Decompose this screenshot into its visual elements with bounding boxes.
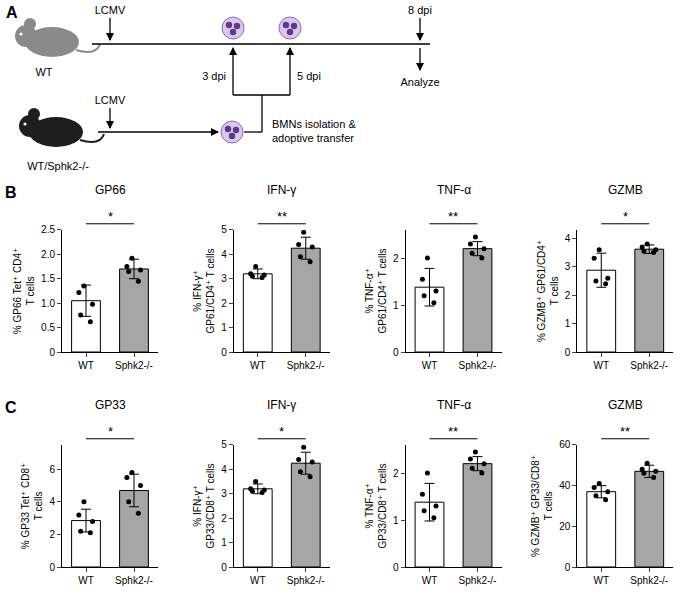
svg-text:WT: WT (35, 66, 52, 78)
svg-text:2.5: 2.5 (41, 224, 55, 235)
svg-text:% GZMB⁺ GP61/CD4⁺T cells: % GZMB⁺ GP61/CD4⁺T cells (536, 240, 560, 342)
svg-text:TNF-α: TNF-α (437, 183, 471, 197)
svg-text:Sphk2-/-: Sphk2-/- (115, 360, 153, 371)
svg-text:4: 4 (221, 464, 227, 475)
svg-text:% GP33 Tet⁺ CD8⁺T cells: % GP33 Tet⁺ CD8⁺T cells (20, 463, 44, 550)
svg-text:*: * (108, 424, 113, 439)
svg-text:1.5: 1.5 (41, 273, 55, 284)
svg-text:WT: WT (250, 575, 266, 586)
svg-text:5 dpi: 5 dpi (297, 70, 321, 82)
svg-text:Sphk2-/-: Sphk2-/- (287, 575, 325, 586)
svg-text:Sphk2-/-: Sphk2-/- (630, 360, 668, 371)
svg-text:WT: WT (593, 360, 609, 371)
svg-text:**: ** (448, 209, 458, 224)
svg-text:TNF-α: TNF-α (437, 398, 471, 412)
svg-text:*: * (279, 424, 284, 439)
svg-text:BMNs isolation &: BMNs isolation & (272, 118, 356, 130)
svg-text:% TNF-α⁺GP61/CD4⁺ T cells: % TNF-α⁺GP61/CD4⁺ T cells (364, 248, 388, 333)
svg-text:40: 40 (559, 480, 571, 491)
svg-text:A: A (6, 4, 18, 21)
svg-text:0.5: 0.5 (41, 322, 55, 333)
svg-text:**: ** (448, 424, 458, 439)
svg-text:**: ** (620, 424, 630, 439)
svg-text:*: * (108, 209, 113, 224)
svg-text:60: 60 (559, 439, 571, 450)
svg-text:4: 4 (49, 496, 55, 507)
svg-text:5: 5 (221, 439, 227, 450)
svg-text:2: 2 (565, 290, 571, 301)
svg-text:3: 3 (221, 488, 227, 499)
svg-text:0: 0 (565, 347, 571, 358)
svg-text:*: * (623, 209, 628, 224)
svg-text:GZMB: GZMB (608, 398, 643, 412)
svg-text:5: 5 (221, 224, 227, 235)
svg-text:% IFN-γ⁺GP61/CD4⁺ T cells: % IFN-γ⁺GP61/CD4⁺ T cells (192, 248, 216, 333)
svg-text:1: 1 (393, 300, 399, 311)
svg-text:Sphk2-/-: Sphk2-/- (630, 575, 668, 586)
svg-text:3: 3 (565, 261, 571, 272)
svg-text:2: 2 (393, 468, 399, 479)
svg-text:IFN-γ: IFN-γ (267, 398, 296, 412)
svg-text:WT: WT (422, 575, 438, 586)
svg-text:GP66: GP66 (95, 183, 126, 197)
svg-text:1: 1 (221, 322, 227, 333)
svg-text:3: 3 (221, 273, 227, 284)
svg-text:C: C (5, 399, 17, 416)
svg-text:Sphk2-/-: Sphk2-/- (115, 575, 153, 586)
svg-text:% TNF-α⁺GP33/CD8⁺ T cells: % TNF-α⁺GP33/CD8⁺ T cells (364, 463, 388, 548)
svg-text:4: 4 (565, 233, 571, 244)
svg-text:20: 20 (559, 521, 571, 532)
svg-text:0: 0 (565, 562, 571, 573)
svg-text:1.0: 1.0 (41, 298, 55, 309)
svg-text:8 dpi: 8 dpi (408, 4, 432, 16)
svg-text:% GP66 Tet⁺ CD4⁺T cells: % GP66 Tet⁺ CD4⁺T cells (12, 248, 36, 335)
svg-text:2: 2 (221, 513, 227, 524)
svg-text:0: 0 (393, 347, 399, 358)
svg-text:**: ** (277, 209, 287, 224)
svg-text:Sphk2-/-: Sphk2-/- (287, 360, 325, 371)
svg-text:LCMV: LCMV (95, 4, 126, 16)
svg-text:0: 0 (49, 562, 55, 573)
svg-text:GZMB: GZMB (608, 183, 643, 197)
svg-text:2.0: 2.0 (41, 249, 55, 260)
svg-text:0: 0 (49, 347, 55, 358)
svg-text:1: 1 (565, 318, 571, 329)
svg-text:adoptive transfer: adoptive transfer (272, 132, 354, 144)
svg-text:2: 2 (393, 253, 399, 264)
svg-text:WT: WT (422, 360, 438, 371)
svg-text:3 dpi: 3 dpi (202, 70, 226, 82)
svg-text:Sphk2-/-: Sphk2-/- (459, 360, 497, 371)
svg-text:WT: WT (78, 575, 94, 586)
svg-text:0: 0 (221, 562, 227, 573)
svg-text:IFN-γ: IFN-γ (267, 183, 296, 197)
svg-text:2: 2 (221, 298, 227, 309)
svg-text:6: 6 (49, 464, 55, 475)
svg-text:% IFN-γ⁺GP33/CD8⁺ T cells: % IFN-γ⁺GP33/CD8⁺ T cells (192, 463, 216, 548)
svg-text:WT: WT (78, 360, 94, 371)
svg-text:1: 1 (393, 515, 399, 526)
svg-text:4: 4 (221, 249, 227, 260)
svg-text:WT/Sphk2-/-: WT/Sphk2-/- (27, 160, 89, 172)
svg-text:LCMV: LCMV (95, 94, 126, 106)
svg-text:WT: WT (250, 360, 266, 371)
svg-text:2: 2 (49, 529, 55, 540)
svg-text:Sphk2-/-: Sphk2-/- (459, 575, 497, 586)
svg-text:WT: WT (593, 575, 609, 586)
svg-text:0: 0 (221, 347, 227, 358)
svg-text:1: 1 (221, 537, 227, 548)
svg-text:0: 0 (393, 562, 399, 573)
svg-text:% GZMB⁺ GP33/CD8⁺T cells: % GZMB⁺ GP33/CD8⁺T cells (530, 455, 554, 557)
svg-text:Analyze: Analyze (400, 76, 439, 88)
svg-text:B: B (5, 184, 17, 201)
svg-text:GP33: GP33 (95, 398, 126, 412)
